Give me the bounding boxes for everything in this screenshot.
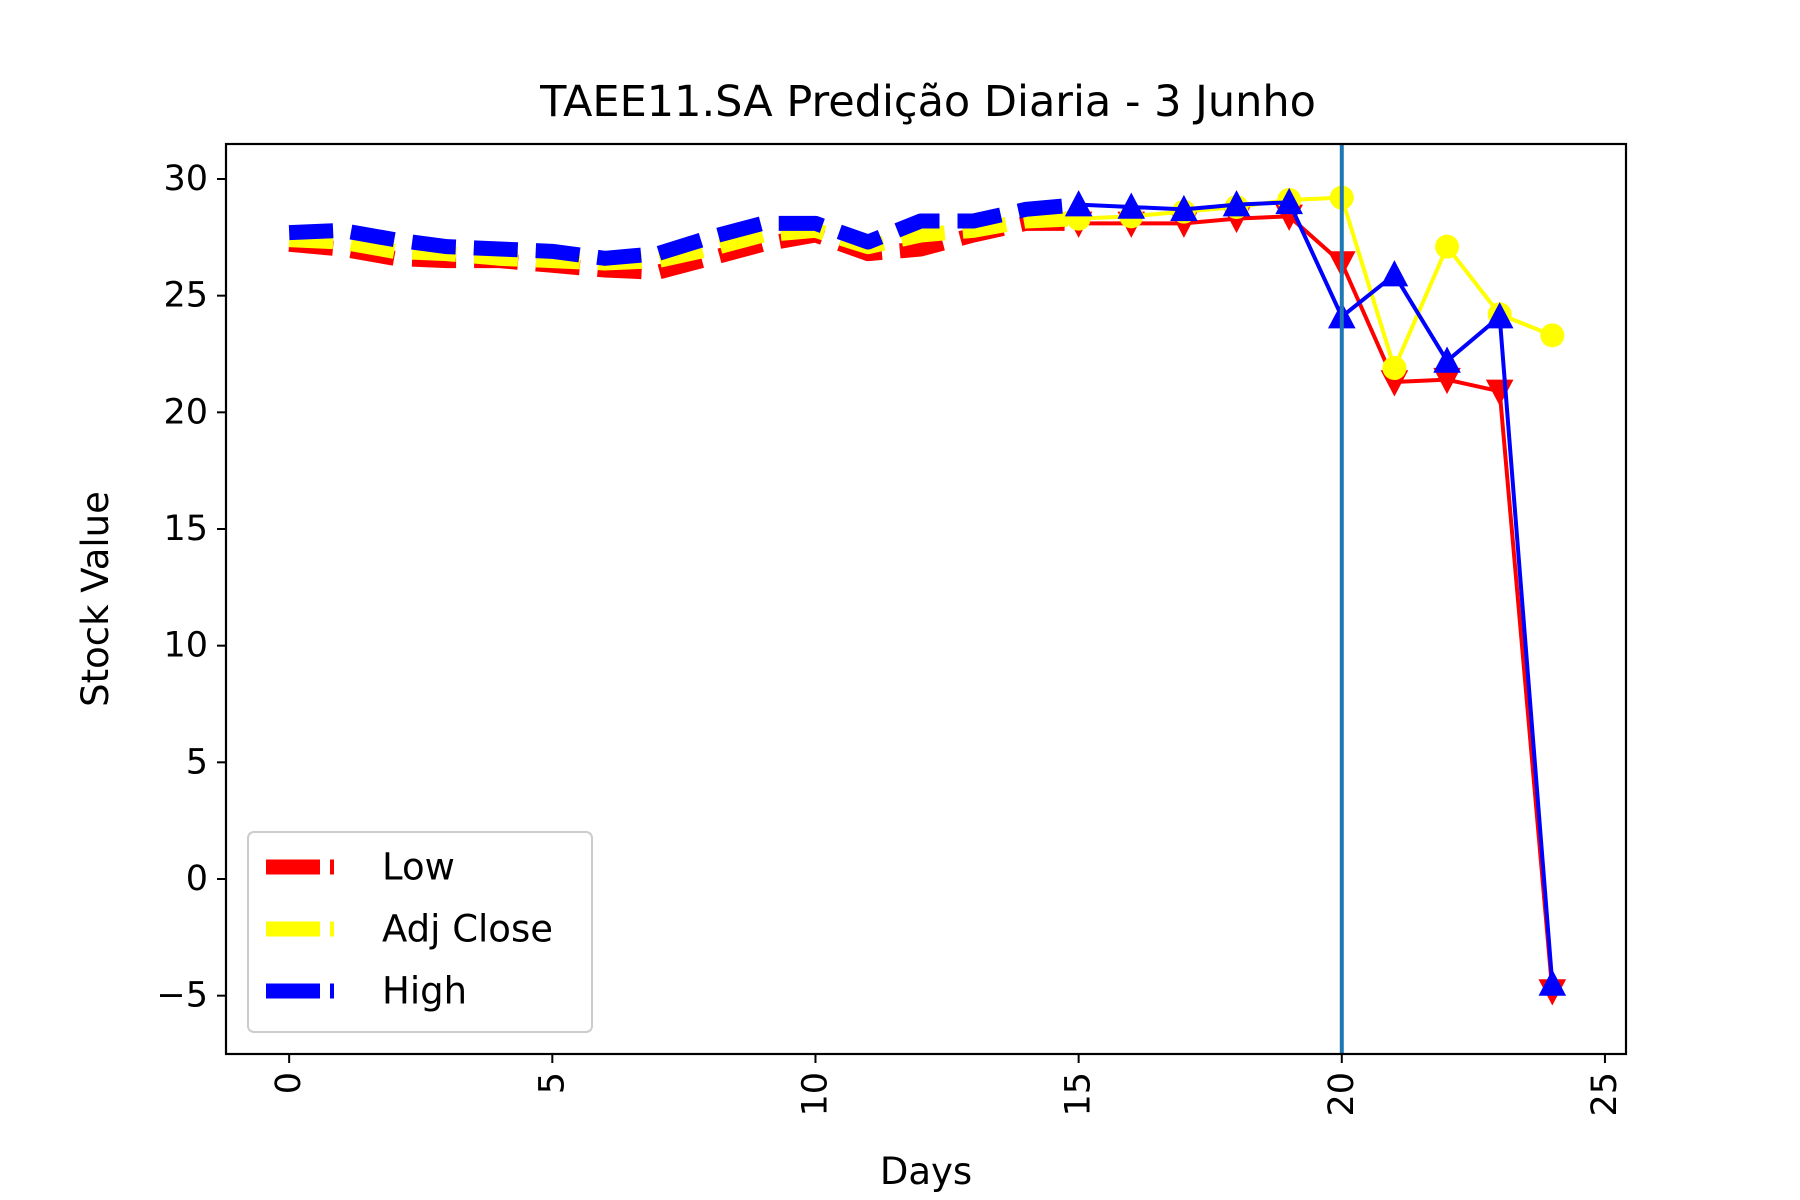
series-high: [288, 187, 1567, 996]
x-tick-label: 10: [795, 1072, 835, 1117]
y-tick-label: 25: [163, 276, 208, 316]
y-tick-label: 0: [186, 859, 208, 899]
series-high-point: [1485, 302, 1514, 329]
y-tick-label: 10: [163, 626, 208, 666]
legend-box: [247, 831, 593, 1033]
x-tick-label: 20: [1322, 1072, 1362, 1117]
x-axis: 0 5 10 15 20 25: [269, 1054, 1625, 1117]
series-high-point: [1117, 192, 1146, 219]
y-axis: −5 0 5 10 15 20 25 30: [156, 159, 226, 1016]
x-tick-label: 25: [1585, 1072, 1625, 1117]
chart-title: TAEE11.SA Predição Diaria - 3 Junho: [539, 77, 1316, 127]
y-axis-label: Stock Value: [74, 491, 117, 707]
x-tick-label: 15: [1059, 1072, 1099, 1117]
series-high-point: [1275, 187, 1303, 215]
y-tick-label: 5: [186, 742, 208, 782]
series-low-point: [1433, 367, 1461, 395]
x-axis-label: Days: [880, 1150, 972, 1193]
series-adj-close-point: [1540, 323, 1565, 348]
series-high-point: [1433, 346, 1461, 373]
series-low-prediction-line: [1078, 214, 1555, 992]
x-tick-label: 0: [269, 1072, 309, 1094]
legend-label-adj-close: Adj Close: [382, 908, 553, 951]
y-tick-label: 30: [163, 159, 208, 199]
series-high-history-line: [288, 197, 1080, 266]
series-high-point: [1538, 969, 1567, 996]
x-tick-label: 5: [532, 1072, 572, 1094]
series-high-point: [1064, 190, 1093, 217]
series-adj-close-prediction-line: [1078, 195, 1554, 370]
y-tick-label: 20: [163, 392, 208, 432]
series-high-point: [1170, 194, 1198, 222]
y-tick-label: −5: [156, 976, 208, 1016]
series-high-point: [1380, 260, 1409, 287]
legend-label-high: High: [382, 970, 467, 1013]
y-tick-label: 15: [163, 509, 208, 549]
series-high-point: [1222, 190, 1251, 217]
series-adj-close-point: [1435, 234, 1460, 259]
plot-frame: [224, 142, 1628, 1056]
series-adj-close-point: [1382, 356, 1407, 380]
series-adj-close-history-line: [288, 211, 1079, 271]
series-high-prediction-line: [1078, 200, 1555, 985]
legend: Low Adj Close High: [247, 831, 593, 1033]
plot-area: [288, 144, 1567, 1054]
legend-label-low: Low: [382, 846, 455, 889]
